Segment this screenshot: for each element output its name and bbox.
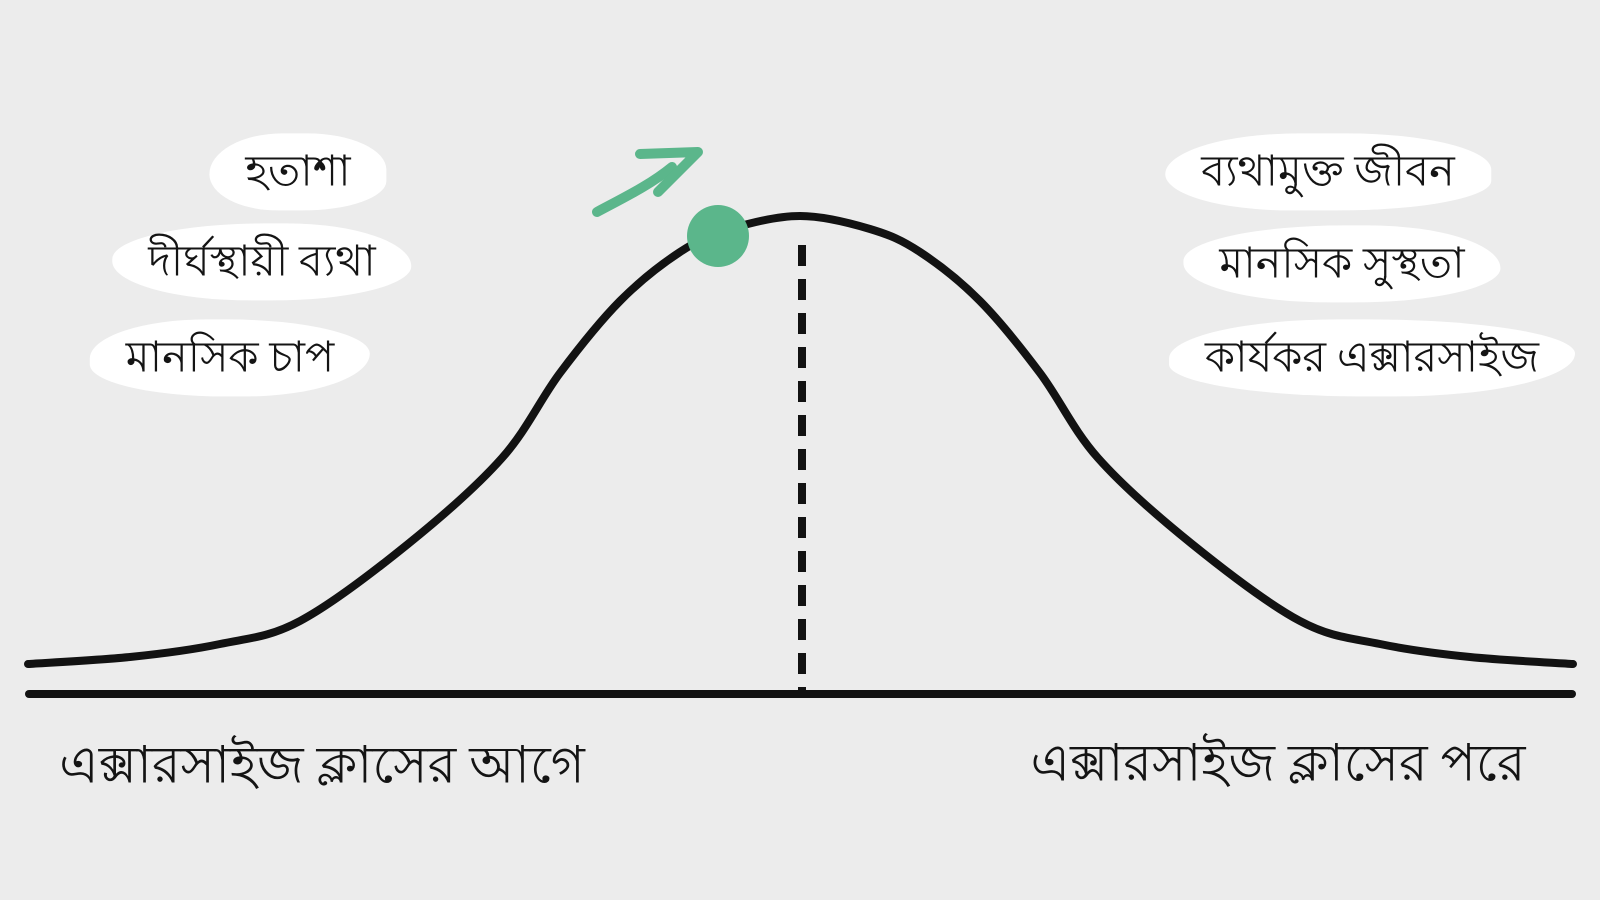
label-bubble-chronic-pain: দীর্ঘস্থায়ী ব্যথা	[112, 223, 412, 301]
label-bubble-mental-wellness: মানসিক সুস্থতা	[1183, 225, 1501, 303]
label-text: দীর্ঘস্থায়ী ব্যথা	[148, 238, 376, 286]
axis-label-before: এক্সারসাইজ ক্লাসের আগে	[59, 737, 585, 795]
label-bubble-frustration: হতাশা	[209, 133, 387, 211]
label-bubble-pain-free-life: ব্যথামুক্ত জীবন	[1165, 133, 1491, 211]
up-arrow-head	[635, 147, 703, 197]
label-text: ব্যথামুক্ত জীবন	[1201, 148, 1455, 196]
label-bubble-effective-exercise: কার্যকর এক্সারসাইজ	[1169, 319, 1575, 397]
label-bubble-mental-stress: মানসিক চাপ	[89, 319, 371, 397]
label-text: মানসিক সুস্থতা	[1219, 240, 1465, 288]
label-text: মানসিক চাপ	[125, 334, 335, 382]
bell-curve-line	[24, 211, 1577, 668]
up-arrow-shaft	[592, 162, 677, 217]
label-text: হতাশা	[245, 148, 351, 196]
label-text: কার্যকর এক্সারসাইজ	[1205, 334, 1539, 382]
axis-label-after: এক্সারসাইজ ক্লাসের পরে	[1030, 735, 1526, 793]
position-marker-dot	[687, 205, 749, 267]
